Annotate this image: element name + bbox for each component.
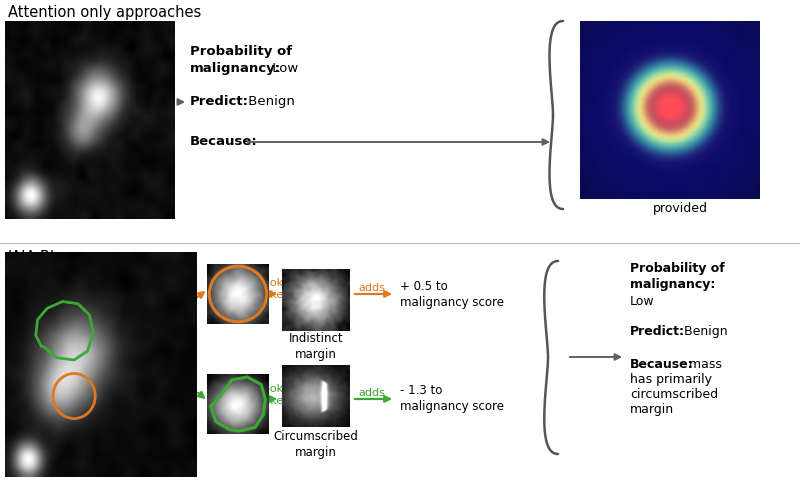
Text: malignancy:: malignancy: xyxy=(630,278,715,290)
Text: Predict:: Predict: xyxy=(630,325,685,337)
Text: looks
like: looks like xyxy=(259,278,289,299)
Text: looks
like: looks like xyxy=(259,383,289,405)
Text: No other context
provided: No other context provided xyxy=(627,184,733,215)
Text: IAIA-BL: IAIA-BL xyxy=(8,249,59,264)
Text: Low: Low xyxy=(630,294,654,307)
Text: adds: adds xyxy=(358,387,386,397)
Text: Probability of: Probability of xyxy=(630,262,725,274)
Text: Predict:: Predict: xyxy=(190,95,249,108)
Text: Benign: Benign xyxy=(680,325,728,337)
Text: + 0.5 to
malignancy score: + 0.5 to malignancy score xyxy=(400,280,504,308)
Text: Attention only approaches: Attention only approaches xyxy=(8,5,202,20)
Text: - 1.3 to
malignancy score: - 1.3 to malignancy score xyxy=(400,383,504,412)
Text: Indistinct
margin: Indistinct margin xyxy=(289,331,343,360)
Text: Probability of: Probability of xyxy=(190,45,292,58)
Text: Benign: Benign xyxy=(244,95,295,108)
Text: adds: adds xyxy=(358,283,386,292)
Text: Low: Low xyxy=(268,62,298,75)
Text: circumscribed: circumscribed xyxy=(630,387,718,400)
Text: has primarily: has primarily xyxy=(630,372,712,385)
Text: malignancy:: malignancy: xyxy=(190,62,281,75)
Text: Because:: Because: xyxy=(190,135,258,148)
Text: mass: mass xyxy=(685,357,722,370)
Text: margin: margin xyxy=(630,402,674,415)
Text: Circumscribed
margin: Circumscribed margin xyxy=(274,429,358,458)
Text: Because:: Because: xyxy=(630,357,694,370)
